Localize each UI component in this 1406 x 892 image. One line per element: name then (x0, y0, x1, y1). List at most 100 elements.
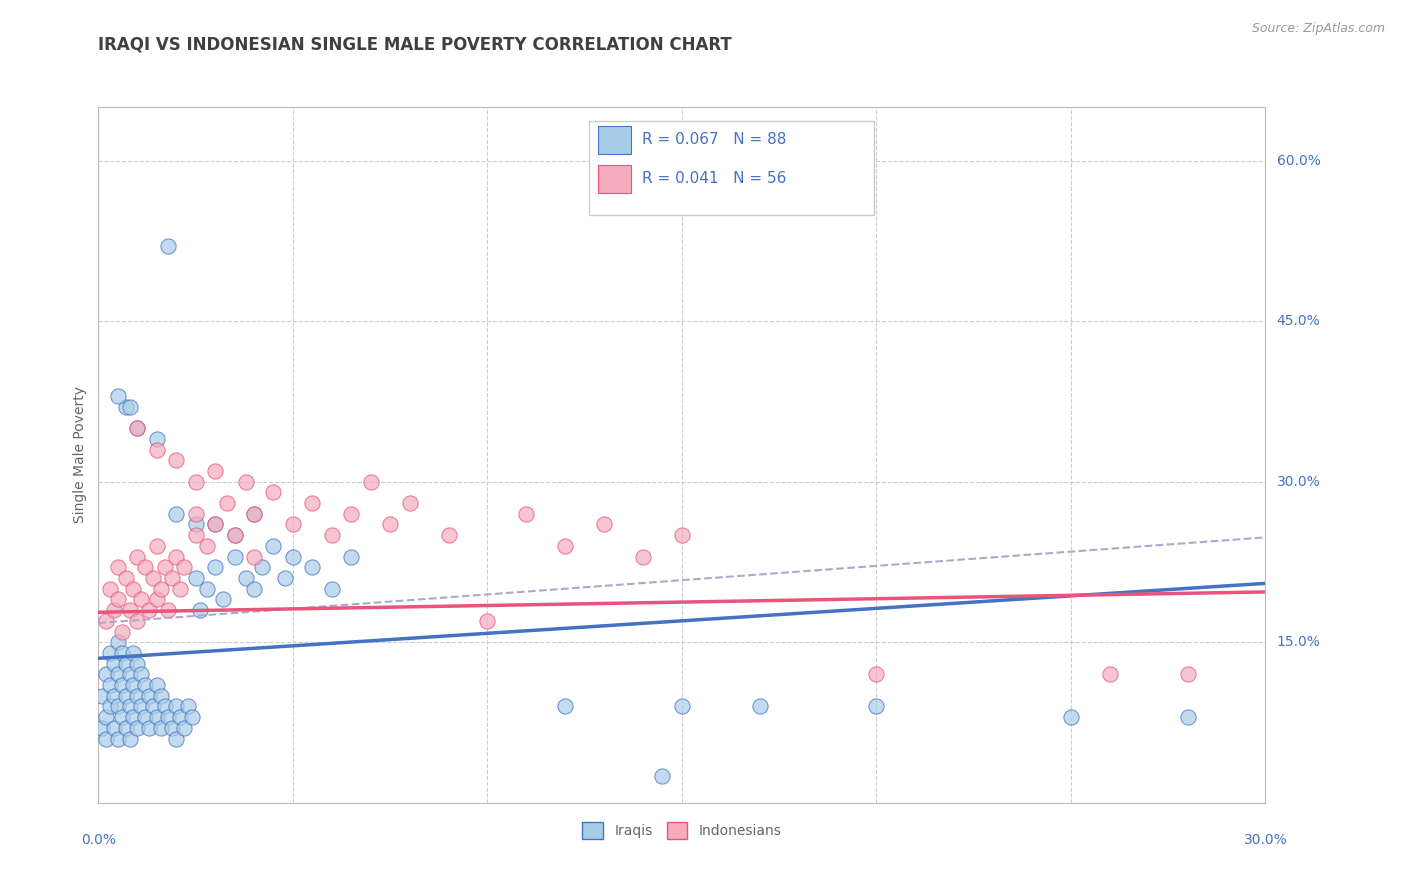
Point (118, 603, 141, 617)
Point (107, 560, 129, 574)
Text: IRAQI VS INDONESIAN SINGLE MALE POVERTY CORRELATION CHART: IRAQI VS INDONESIAN SINGLE MALE POVERTY … (98, 36, 733, 54)
Point (301, 560, 323, 574)
Point (122, 582, 145, 596)
Point (204, 517, 226, 532)
Point (169, 582, 191, 596)
Point (122, 678, 145, 692)
Point (111, 624, 134, 639)
Point (138, 721, 160, 735)
Point (127, 549, 149, 564)
Text: 30.0%: 30.0% (1243, 833, 1288, 847)
Point (142, 699, 165, 714)
Point (114, 657, 136, 671)
Point (224, 528, 246, 542)
Point (107, 389, 129, 403)
Point (157, 603, 180, 617)
Point (157, 239, 180, 253)
Point (631, 549, 654, 564)
Point (107, 699, 129, 714)
Point (593, 517, 616, 532)
Point (96, 614, 118, 628)
Point (554, 539, 576, 553)
Point (340, 507, 363, 521)
Point (127, 421, 149, 435)
Point (651, 769, 673, 783)
Point (118, 699, 141, 714)
Point (262, 539, 284, 553)
Point (165, 453, 187, 467)
Point (671, 528, 693, 542)
Point (184, 507, 207, 521)
Point (243, 507, 266, 521)
Point (98, 699, 121, 714)
Point (149, 721, 172, 735)
Point (107, 635, 129, 649)
Point (380, 517, 402, 532)
Point (157, 710, 180, 724)
Point (188, 603, 211, 617)
Point (149, 582, 172, 596)
Text: 45.0%: 45.0% (1277, 314, 1320, 328)
Point (98, 678, 121, 692)
Point (554, 699, 576, 714)
Point (515, 507, 537, 521)
Point (177, 699, 200, 714)
Point (134, 710, 156, 724)
Point (184, 528, 207, 542)
Point (111, 678, 134, 692)
Point (1060, 710, 1083, 724)
Point (149, 689, 172, 703)
Point (103, 657, 125, 671)
Point (122, 646, 145, 660)
Point (173, 560, 195, 574)
Point (98, 646, 121, 660)
Point (212, 592, 235, 607)
Point (281, 517, 304, 532)
Point (96, 667, 118, 681)
Point (134, 560, 156, 574)
Point (96, 710, 118, 724)
Point (122, 710, 145, 724)
Point (262, 485, 284, 500)
Point (195, 539, 218, 553)
Point (153, 699, 176, 714)
Point (301, 496, 323, 510)
Point (129, 667, 152, 681)
Point (146, 592, 169, 607)
Point (118, 667, 141, 681)
Point (398, 496, 420, 510)
Point (437, 528, 460, 542)
Point (153, 560, 176, 574)
Point (96, 731, 118, 746)
Point (107, 731, 129, 746)
Point (274, 571, 297, 585)
Point (118, 731, 141, 746)
Point (114, 400, 136, 414)
Point (235, 475, 257, 489)
Point (169, 710, 191, 724)
Point (235, 571, 257, 585)
Point (146, 710, 169, 724)
Point (138, 689, 160, 703)
Text: R = 0.067   N = 88: R = 0.067 N = 88 (643, 132, 786, 147)
Point (129, 699, 152, 714)
Point (91, 689, 114, 703)
Point (180, 710, 202, 724)
Point (127, 614, 149, 628)
Point (748, 699, 770, 714)
Point (671, 699, 693, 714)
Point (91, 721, 114, 735)
Point (1177, 667, 1199, 681)
Point (224, 528, 246, 542)
Point (173, 721, 195, 735)
Point (111, 710, 134, 724)
Point (127, 689, 149, 703)
Point (224, 549, 246, 564)
Point (243, 507, 266, 521)
Point (195, 582, 218, 596)
Point (107, 592, 129, 607)
Legend: Iraqis, Indonesians: Iraqis, Indonesians (576, 816, 787, 845)
Point (204, 560, 226, 574)
Point (142, 571, 165, 585)
Point (103, 689, 125, 703)
